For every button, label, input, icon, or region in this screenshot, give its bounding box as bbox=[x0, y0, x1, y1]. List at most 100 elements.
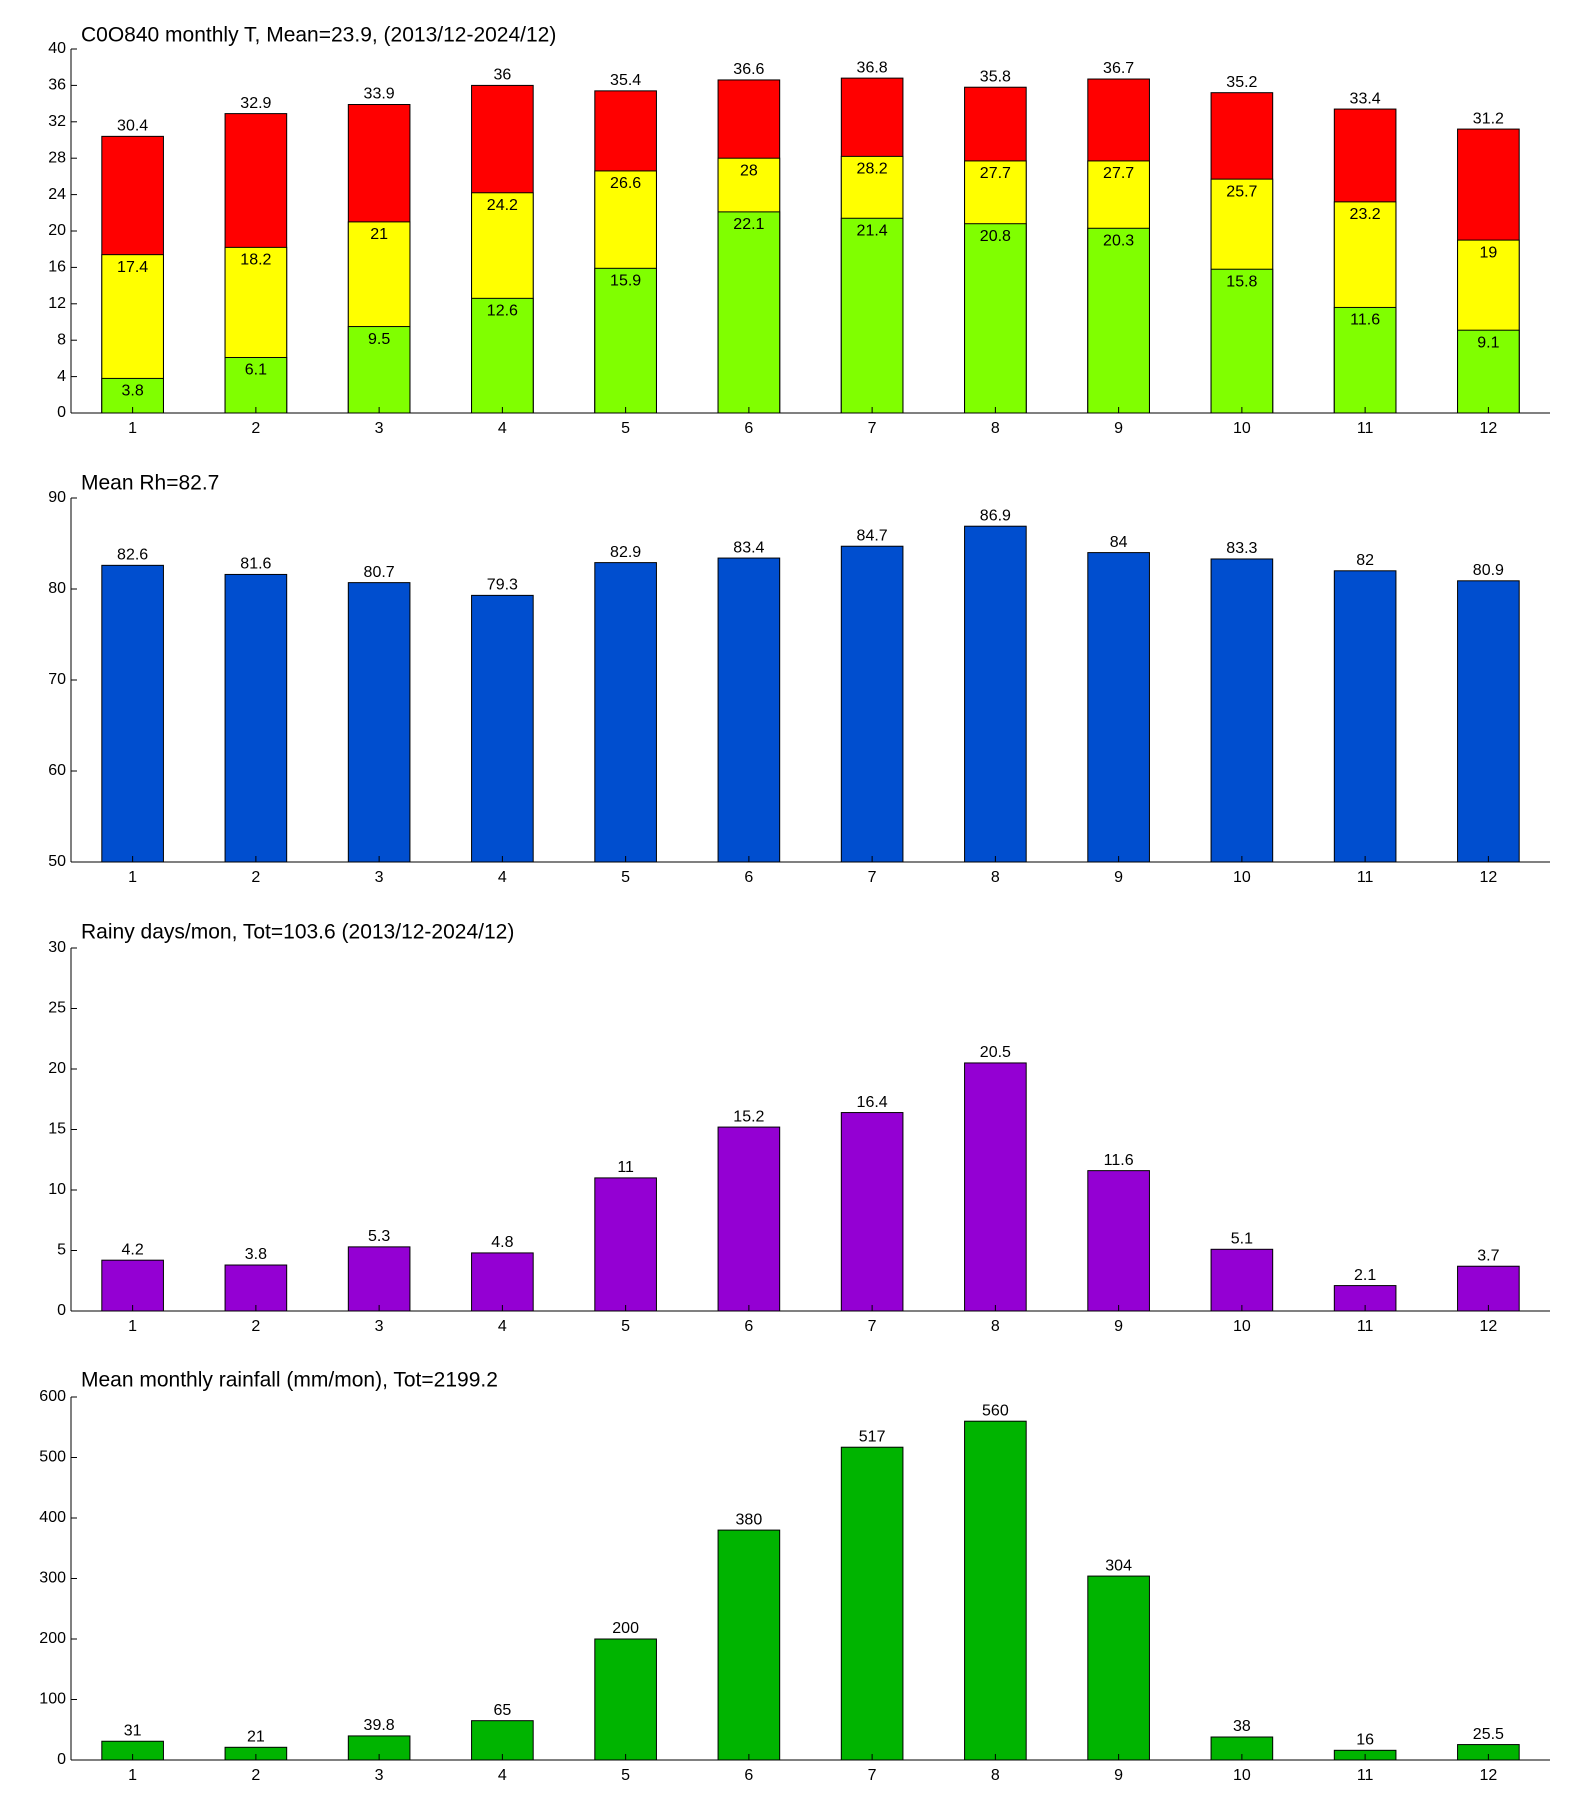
x-tick-label: 12 bbox=[1479, 420, 1497, 437]
value-label: 2.1 bbox=[1354, 1267, 1376, 1284]
value-label: 200 bbox=[612, 1620, 639, 1637]
y-tick-label: 12 bbox=[48, 295, 66, 312]
bar bbox=[1210, 558, 1274, 863]
x-tick-label: 12 bbox=[1479, 869, 1497, 886]
y-tick-label: 32 bbox=[48, 113, 66, 130]
value-label: 83.3 bbox=[1226, 540, 1257, 557]
x-tick-label: 11 bbox=[1357, 1318, 1374, 1335]
x-tick-label: 10 bbox=[1233, 420, 1251, 437]
x-tick-label: 1 bbox=[128, 1767, 137, 1784]
bar bbox=[1333, 570, 1397, 863]
x-tick-label: 8 bbox=[991, 1318, 1000, 1335]
bar bbox=[594, 1177, 657, 1312]
y-tick-label: 36 bbox=[48, 77, 66, 94]
y-tick-label: 20 bbox=[48, 1060, 66, 1077]
x-tick-label: 7 bbox=[868, 1318, 877, 1335]
x-tick-label: 9 bbox=[1114, 869, 1123, 886]
x-tick-label: 9 bbox=[1114, 420, 1123, 437]
x-tick-label: 10 bbox=[1233, 869, 1251, 886]
value-label: 4.8 bbox=[491, 1234, 513, 1251]
value-label: 36 bbox=[493, 67, 511, 84]
x-tick-label: 5 bbox=[621, 420, 630, 437]
value-label: 36.8 bbox=[857, 59, 888, 76]
bar bbox=[347, 582, 411, 863]
value-label: 21 bbox=[247, 1729, 265, 1746]
bar bbox=[717, 1126, 781, 1312]
x-tick-label: 2 bbox=[251, 869, 260, 886]
y-tick-label: 8 bbox=[57, 331, 66, 348]
y-tick-label: 10 bbox=[48, 1181, 66, 1198]
value-label: 80.7 bbox=[364, 564, 395, 581]
value-label: 35.8 bbox=[980, 68, 1011, 85]
x-tick-label: 3 bbox=[375, 1318, 384, 1335]
chart-title: Rainy days/mon, Tot=103.6 (2013/12-2024/… bbox=[81, 921, 514, 944]
bar bbox=[840, 217, 904, 414]
x-tick-label: 10 bbox=[1233, 1318, 1251, 1335]
x-tick-label: 7 bbox=[868, 1767, 877, 1784]
bar bbox=[347, 1246, 411, 1312]
bar bbox=[347, 326, 411, 414]
x-tick-label: 5 bbox=[621, 1318, 630, 1335]
value-label: 27.7 bbox=[1103, 165, 1134, 182]
bar bbox=[594, 562, 657, 863]
chart-title: C0O840 monthly T, Mean=23.9, (2013/12-20… bbox=[81, 24, 556, 47]
value-label: 15.2 bbox=[733, 1108, 764, 1125]
bar bbox=[471, 594, 534, 863]
value-label: 20.8 bbox=[980, 228, 1011, 245]
value-label: 28.2 bbox=[857, 161, 888, 178]
x-tick-label: 12 bbox=[1479, 1767, 1497, 1784]
value-label: 32.9 bbox=[240, 95, 271, 112]
value-label: 31.2 bbox=[1473, 110, 1504, 127]
bar bbox=[964, 525, 1027, 863]
value-label: 82 bbox=[1356, 552, 1374, 569]
value-label: 18.2 bbox=[240, 252, 271, 269]
x-tick-label: 6 bbox=[744, 869, 753, 886]
x-tick-label: 9 bbox=[1114, 1318, 1123, 1335]
value-label: 11.6 bbox=[1350, 312, 1380, 329]
value-label: 36.7 bbox=[1103, 60, 1134, 77]
value-label: 86.9 bbox=[980, 507, 1011, 524]
x-tick-label: 11 bbox=[1357, 420, 1374, 437]
y-tick-label: 4 bbox=[57, 368, 66, 385]
x-tick-label: 4 bbox=[498, 869, 507, 886]
value-label: 3.7 bbox=[1477, 1247, 1499, 1264]
value-label: 65 bbox=[493, 1702, 511, 1719]
x-tick-label: 1 bbox=[128, 869, 137, 886]
y-tick-label: 28 bbox=[48, 149, 66, 166]
y-tick-label: 0 bbox=[57, 1751, 66, 1768]
bar bbox=[717, 211, 781, 414]
y-tick-label: 40 bbox=[48, 40, 66, 57]
bar bbox=[717, 1529, 781, 1761]
y-tick-label: 90 bbox=[48, 489, 66, 506]
value-label: 26.6 bbox=[610, 175, 641, 192]
x-tick-label: 8 bbox=[991, 869, 1000, 886]
value-label: 12.6 bbox=[487, 303, 518, 320]
value-label: 4.2 bbox=[122, 1241, 144, 1258]
y-tick-label: 0 bbox=[57, 1302, 66, 1319]
value-label: 5.1 bbox=[1231, 1231, 1253, 1248]
x-tick-label: 5 bbox=[621, 869, 630, 886]
y-tick-label: 80 bbox=[48, 580, 66, 597]
x-tick-label: 9 bbox=[1114, 1767, 1123, 1784]
chart-title: Mean Rh=82.7 bbox=[81, 472, 219, 495]
value-label: 35.4 bbox=[610, 72, 641, 89]
x-tick-label: 2 bbox=[251, 420, 260, 437]
value-label: 81.6 bbox=[240, 556, 271, 573]
y-tick-label: 70 bbox=[48, 671, 66, 688]
bar bbox=[1087, 227, 1150, 414]
y-tick-label: 30 bbox=[48, 939, 66, 956]
x-tick-label: 1 bbox=[128, 420, 137, 437]
value-label: 5.3 bbox=[368, 1228, 390, 1245]
x-tick-label: 7 bbox=[868, 869, 877, 886]
value-label: 20.3 bbox=[1103, 232, 1134, 249]
value-label: 560 bbox=[982, 1402, 1009, 1419]
y-tick-label: 24 bbox=[48, 186, 66, 203]
bar bbox=[964, 223, 1027, 414]
value-label: 17.4 bbox=[117, 259, 148, 276]
value-label: 25.5 bbox=[1473, 1726, 1504, 1743]
bar bbox=[101, 1259, 164, 1312]
chart: 82.681.6 80.779.382.9 83.484.786.984 83.382… bbox=[48, 472, 1550, 886]
x-tick-label: 8 bbox=[991, 1767, 1000, 1784]
